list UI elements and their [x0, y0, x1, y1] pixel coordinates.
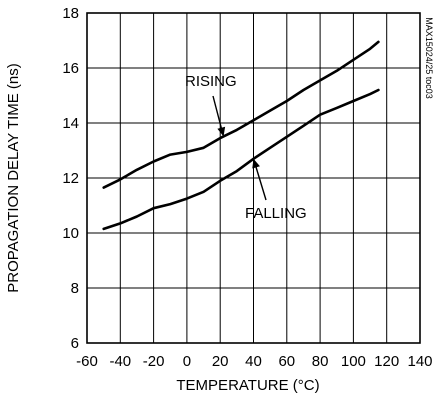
series-lines	[102, 40, 380, 231]
y-tick-label: 8	[71, 280, 79, 297]
x-tick-label: -60	[76, 353, 98, 370]
annotation-arrowhead-falling	[252, 158, 260, 169]
x-tick-label: 80	[312, 353, 329, 370]
x-tick-label: -20	[143, 353, 165, 370]
y-tick-label: 6	[71, 335, 79, 352]
x-tick-label: 60	[278, 353, 295, 370]
plot-frame	[86, 12, 421, 344]
x-tick-label: 20	[212, 353, 229, 370]
grid-lines	[86, 12, 421, 344]
x-axis-title: TEMPERATURE (°C)	[176, 377, 319, 394]
x-tick-label: 120	[374, 353, 399, 370]
y-tick-label: 18	[62, 5, 79, 22]
y-tick-label: 16	[62, 60, 79, 77]
x-tick-labels: -60 -40 -20 0 20 40 60 80 100 120 140	[76, 353, 432, 370]
x-tick-label: -40	[109, 353, 131, 370]
x-tick-label: 0	[183, 353, 191, 370]
y-tick-label: 10	[62, 225, 79, 242]
annotation-label-rising: RISING	[185, 73, 237, 90]
series-line-falling	[102, 88, 380, 231]
y-tick-label: 12	[62, 170, 79, 187]
x-tick-label: 140	[407, 353, 432, 370]
series-line-rising	[102, 40, 380, 189]
y-tick-labels: 6 8 10 12 14 16 18	[62, 5, 79, 352]
y-axis-title: PROPAGATION DELAY TIME (ns)	[5, 63, 22, 293]
annotations: RISING FALLING	[185, 73, 307, 222]
x-tick-label: 40	[245, 353, 262, 370]
x-tick-label: 100	[341, 353, 366, 370]
annotation-arrowhead-rising	[217, 126, 226, 137]
y-tick-label: 14	[62, 115, 79, 132]
figure-id-label: MAX15024/25 toc03	[424, 17, 434, 99]
annotation-label-falling: FALLING	[245, 205, 307, 222]
